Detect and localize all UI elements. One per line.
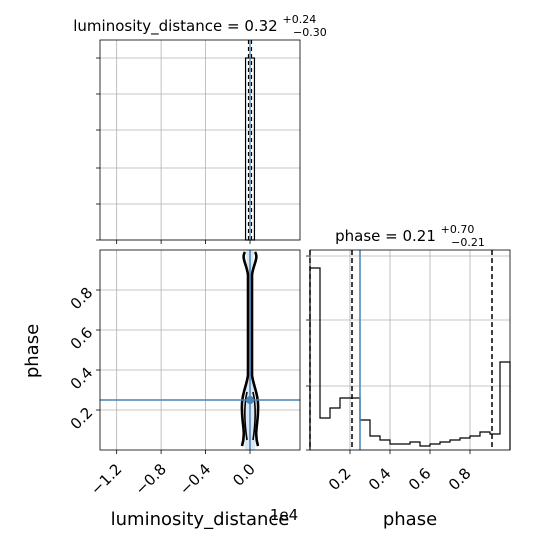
- x-tick-label: −0.8: [131, 460, 169, 498]
- y-tick-label: 0.2: [67, 404, 97, 434]
- title-minus: −0.21: [451, 236, 485, 249]
- y-axis-label-phase: phase: [22, 324, 43, 378]
- contour-line-left: [240, 251, 250, 447]
- contour-inner-left: [243, 391, 248, 441]
- title-param: luminosity_distance: [73, 17, 222, 36]
- ticks-top-left: [96, 57, 251, 244]
- title-eq: =: [227, 17, 244, 35]
- marks-bottom-right: [309, 250, 511, 450]
- x-tick-label: 0.8: [445, 464, 475, 494]
- x-axis-offset-text: 1e4: [270, 506, 298, 524]
- x-tick-label: −0.4: [176, 460, 214, 498]
- title-phase: phase = 0.21 +0.70 −0.21: [335, 219, 485, 249]
- grid-bottom-left: [100, 250, 300, 450]
- histogram-step: [309, 267, 511, 450]
- y-tick-label: 0.6: [67, 324, 97, 354]
- title-minus: −0.30: [293, 26, 327, 39]
- x-axis-label-luminosity-distance: luminosity_distance: [111, 509, 290, 530]
- x-tick-label: 0.2: [325, 464, 355, 494]
- x-tick-label: 0.6: [405, 464, 435, 494]
- title-eq: =: [385, 227, 402, 245]
- panel-luminosity-distance-hist: luminosity_distance = 0.32 +0.24 −0.30: [73, 9, 327, 244]
- title-median: 0.21: [402, 227, 435, 245]
- contour-line-right: [250, 251, 260, 447]
- ticks-bottom-left: 0.2 0.4 0.6 0.8 −1.2 −0.8 −0.4 0.0: [67, 284, 259, 499]
- marks-bottom-left: [100, 250, 300, 450]
- title-median: 0.32: [244, 17, 277, 35]
- title-param: phase: [335, 227, 380, 245]
- x-tick-label: 0.0: [229, 460, 259, 490]
- axes-frame-top-left: [99, 39, 301, 241]
- contour-inner-right: [252, 391, 257, 441]
- grid-top-left: [100, 40, 300, 241]
- axes-frame-bottom-right: [309, 249, 511, 451]
- axes-frame-bottom-left: [99, 249, 301, 451]
- panel-2d-contour: 0.2 0.4 0.6 0.8 −1.2 −0.8 −0.4 0.0: [67, 249, 301, 499]
- panel-phase-hist: 0.2 0.4 0.6 0.8 phase = 0.21 +0.70 −0.21: [306, 219, 511, 494]
- grid-bottom-right: [310, 250, 510, 451]
- x-tick-label: −1.2: [87, 460, 125, 498]
- y-tick-label: 0.4: [67, 364, 97, 394]
- x-axis-label-phase: phase: [383, 509, 437, 530]
- marks-top-left: [244, 40, 256, 241]
- title-plus: +0.24: [283, 13, 317, 26]
- y-tick-label: 0.8: [67, 284, 97, 314]
- title-luminosity-distance: luminosity_distance = 0.32 +0.24 −0.30: [73, 9, 326, 39]
- truth-point: [246, 396, 254, 404]
- title-plus: +0.70: [441, 223, 475, 236]
- x-tick-label: 0.4: [365, 464, 395, 494]
